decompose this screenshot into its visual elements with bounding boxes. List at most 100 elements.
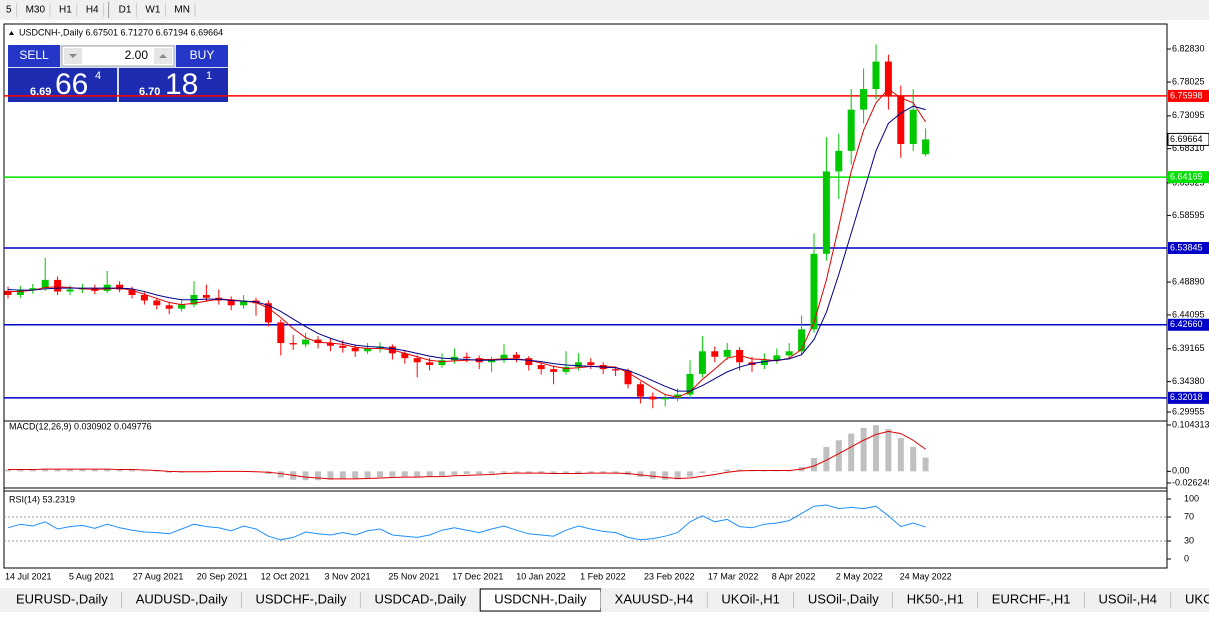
date-label: 27 Aug 2021 [133,571,184,581]
buy-label[interactable]: BUY [190,48,215,62]
volume-field[interactable] [61,45,175,67]
macd-bar [451,471,458,475]
candle-body [339,345,347,348]
candle-body [562,367,570,372]
candle-body [426,362,434,366]
price-tick-label: 6.29955 [1172,406,1205,416]
buy-pip: 1 [206,70,212,82]
macd-bar [699,471,706,474]
rsi-title: RSI(14) 53.2319 [9,494,75,504]
candle-body [264,303,272,323]
candle-body [227,300,235,306]
timeframe[interactable]: MN [174,5,190,16]
price-tick-label: 6.44095 [1172,309,1205,319]
candle-body [785,351,793,356]
rsi-tick-label: 100 [1184,493,1199,503]
price-tick-label: 6.73095 [1172,110,1205,120]
buy-big: 6.70 [139,86,160,98]
rsi-tick-label: 70 [1184,511,1194,521]
candle-body [884,61,892,96]
candle-body [636,384,644,397]
macd-bar [153,471,160,472]
macd-bar [811,458,817,472]
candle-body [29,288,37,290]
tab-label[interactable]: USOil-,Daily [808,591,879,606]
candle-body [550,369,558,372]
tab[interactable] [892,589,978,611]
current-price-label: 6.69664 [1170,134,1203,144]
candle-body [4,290,12,295]
candle-body [240,300,248,306]
tab[interactable] [1171,589,1209,611]
macd-title: MACD(12,26,9) 0.030902 0.049776 [9,421,152,431]
level-label: 6.42660 [1170,319,1203,329]
macd-bar [525,471,532,474]
macd-bar [538,471,545,474]
macd-bar [501,471,507,473]
candle-body [760,360,768,366]
macd-bar [141,470,148,472]
macd-bar [575,471,582,474]
timeframe[interactable]: H1 [59,5,72,16]
candle-body [661,397,669,400]
collapse-icon [9,31,14,35]
candle-body [909,109,917,144]
tab[interactable] [793,589,893,611]
macd-bar [439,471,445,476]
level-label-bg [1168,391,1209,404]
timeframe[interactable]: 5 [6,5,12,16]
tab-label[interactable]: HK50-,H1 [907,591,964,606]
level-label-bg [1168,242,1209,255]
timeframe[interactable]: H4 [86,5,99,16]
sell-button[interactable] [8,45,60,67]
candle-body [302,339,310,345]
candle-body [711,351,719,357]
tab[interactable] [2,589,122,611]
date-label: 17 Mar 2022 [708,571,759,581]
macd-bar [116,469,123,472]
candle-body [773,355,781,361]
tab-label[interactable]: USDCHF-,Daily [255,591,347,606]
tab[interactable] [600,589,708,611]
macd-bar [54,469,61,472]
macd-bar [488,471,495,474]
candle-body [587,362,595,366]
candle-body [537,365,545,370]
tab[interactable] [707,589,794,611]
candle-body [574,362,582,368]
level-label-bg [1168,171,1209,184]
macd-bar [166,471,173,473]
sell-label[interactable]: SELL [19,48,49,62]
tab[interactable] [241,589,361,611]
macd-bar [662,471,669,480]
timeframe[interactable]: D1 [119,5,132,16]
tab-label[interactable]: XAUUSD-,H4 [615,591,694,606]
tab-label[interactable]: AUDUSD-,Daily [136,591,228,606]
tab-label[interactable]: UKOil-,H1 [721,591,780,606]
tab[interactable] [1084,589,1172,611]
tab-label[interactable]: EURCHF-,H1 [992,591,1071,606]
candle-body [512,354,520,359]
volume[interactable]: 2.00 [125,48,149,62]
tab[interactable] [121,589,242,611]
buy-button[interactable] [176,45,228,67]
moving-average [7,105,926,392]
tab-label[interactable]: USDCNH-,Daily [494,591,587,606]
candle-body [178,304,186,309]
price-tick-label: 6.82830 [1172,43,1205,53]
candle-body [277,322,285,344]
macd-bar [79,469,86,472]
tab[interactable] [977,589,1085,611]
timeframe[interactable]: W1 [145,5,160,16]
candle-body [612,369,620,371]
tab-label[interactable]: EURUSD-,Daily [16,591,108,606]
tab-label[interactable]: USOil-,H4 [1099,591,1158,606]
tab[interactable] [360,589,481,611]
tab-label[interactable]: USDCAD-,Daily [374,591,466,606]
tab-label[interactable]: UKOil-,H4 [1185,591,1209,606]
candle-body [401,353,409,359]
date-label: 2 May 2022 [836,571,883,581]
candle-body [872,61,880,90]
timeframe[interactable]: M30 [26,5,46,16]
